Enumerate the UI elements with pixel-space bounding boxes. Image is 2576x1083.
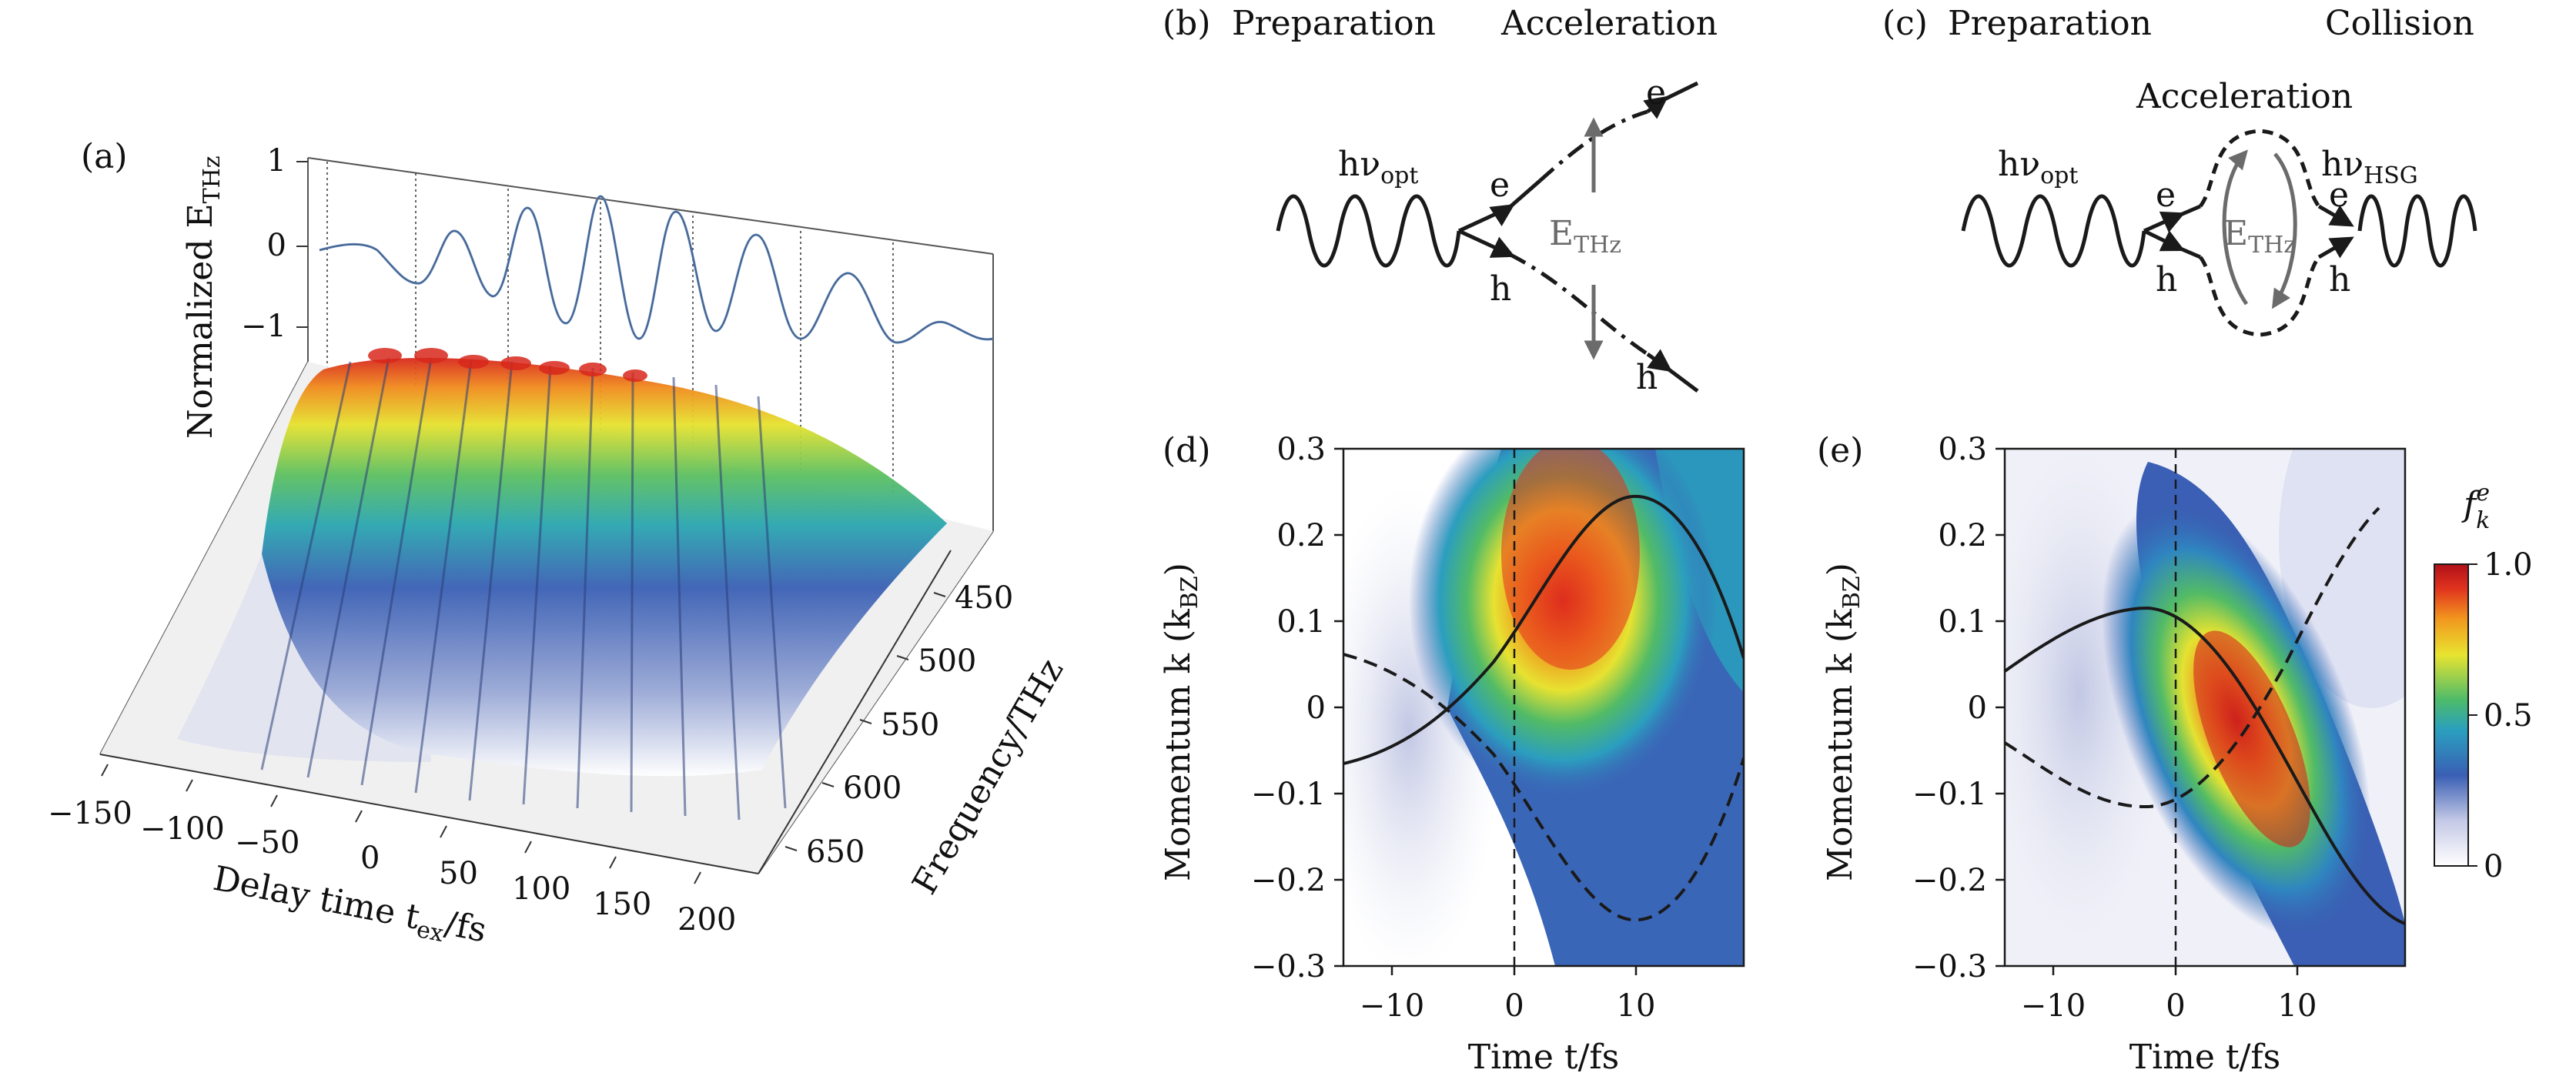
panel-c-title-collision: Collision <box>2325 4 2474 43</box>
panel-c-hole-label-end: h <box>2329 260 2350 299</box>
panel-c-photon-out-wave <box>2357 194 2477 268</box>
spectrogram-surface <box>177 348 947 821</box>
colorbar-gradient <box>2434 563 2469 867</box>
colorbar-tick-max: 1.0 <box>2484 547 2533 583</box>
colorbar-label: fe k <box>2461 480 2490 534</box>
panel-e-label: (e) <box>1817 431 1863 470</box>
panel-c-title-preparation: Preparation <box>1948 4 2152 43</box>
e-x-tick-0: −10 <box>2021 988 2086 1024</box>
delay-tick-3: 0 <box>360 841 380 876</box>
colorbar-tick-mid: 0.5 <box>2484 698 2533 734</box>
freq-tick-1: 500 <box>918 643 976 679</box>
e-axis-label: Normalized ETHz <box>181 155 226 439</box>
panel-b-electron-label: e <box>1490 165 1510 205</box>
panel-c-photon-in-wave <box>1961 194 2146 268</box>
e-y-tick-2: 0.1 <box>1938 604 1987 640</box>
freq-tick-3: 600 <box>843 770 902 806</box>
panel-b-title-preparation: Preparation <box>1232 4 1436 43</box>
e-tick-0: 0 <box>267 228 286 263</box>
e-y-tick-0: 0.3 <box>1938 432 1987 467</box>
panel-a-label: (a) <box>81 137 128 176</box>
d-x-axis-label: Time t/fs <box>1468 1038 1620 1077</box>
d-x-tick-1: 0 <box>1504 988 1524 1024</box>
panel-c-electron-label-end: e <box>2329 175 2349 215</box>
e-tick-1: 1 <box>267 143 286 179</box>
panel-c: (c) Preparation Collision Acceleration h… <box>1882 4 2477 337</box>
e-y-axis-label: Momentum k (kBZ) <box>1821 563 1865 881</box>
panel-c-label: (c) <box>1882 4 1928 43</box>
e-x-tick-1: 0 <box>2166 988 2185 1024</box>
e-tick-minus1: −1 <box>241 309 286 344</box>
panel-d-solid-curve <box>1343 494 1744 765</box>
delay-tick-7: 200 <box>677 902 736 938</box>
e-y-tick-5: −0.2 <box>1912 863 1987 898</box>
delay-tick-5: 100 <box>512 871 570 907</box>
d-x-tick-2: 10 <box>1617 988 1656 1024</box>
panel-b-hole-label: h <box>1490 269 1511 309</box>
e-x-axis-label: Time t/fs <box>2129 1038 2281 1077</box>
panel-d-heatmap <box>1343 449 1744 966</box>
panel-b-label: (b) <box>1163 4 1211 43</box>
panel-e-heatmap <box>2005 449 2405 966</box>
panel-e-y-axis: 0.3 0.2 0.1 0 −0.1 −0.2 −0.3 Momentum k … <box>1821 432 2005 984</box>
panel-d-y-axis: 0.3 0.2 0.1 0 −0.1 −0.2 −0.3 Momentum k … <box>1159 432 1343 984</box>
delay-tick-4: 50 <box>439 856 478 891</box>
panel-c-photon-out-label: hνHSG <box>2321 145 2418 189</box>
panel-c-title-acceleration: Acceleration <box>2136 77 2353 116</box>
freq-tick-4: 650 <box>806 834 865 870</box>
colorbar-tick-min: 0 <box>2484 849 2503 884</box>
panel-d-dashed-curve <box>1343 653 1744 922</box>
freq-axis-label: Frequency/THz <box>905 652 1071 901</box>
e-x-tick-2: 10 <box>2278 988 2317 1024</box>
panel-d: (d) 0.3 0.2 0. <box>1159 431 1745 1077</box>
panel-e: (e) 0.3 0.2 <box>1817 431 2407 1077</box>
panel-c-electron-label: e <box>2156 175 2176 215</box>
panel-b-title-acceleration: Acceleration <box>1500 4 1718 43</box>
panel-c-field-arc-left <box>2222 149 2249 306</box>
panel-d-x-axis: −10 0 10 Time t/fs <box>1360 966 1656 1077</box>
d-y-axis-label: Momentum k (kBZ) <box>1159 563 1203 881</box>
panel-b-electron-path <box>1457 179 1541 233</box>
d-y-tick-5: −0.2 <box>1251 863 1326 898</box>
panel-c-field-arc-right <box>2271 152 2297 309</box>
colorbar: 1.0 0.5 0 fe k <box>2434 480 2533 884</box>
panel-b-hole-path <box>1457 229 1516 258</box>
d-y-tick-6: −0.3 <box>1251 949 1326 984</box>
panel-b-electron-label-end: e <box>1646 73 1666 112</box>
panel-c-loop <box>2198 129 2321 337</box>
panel-c-field-label: ETHz <box>2223 214 2296 259</box>
e-y-tick-1: 0.2 <box>1938 518 1987 553</box>
panel-a-e-axis: 1 0 −1 Normalized ETHz <box>181 143 308 439</box>
d-y-tick-3: 0 <box>1306 690 1326 726</box>
e-y-tick-3: 0 <box>1968 690 1987 726</box>
panel-e-solid-curve <box>2005 606 2405 925</box>
panel-b: (b) Preparation Acceleration hνopt ETHz … <box>1163 4 1718 397</box>
panel-e-x-axis: −10 0 10 Time t/fs <box>2021 966 2317 1077</box>
panel-a: (a) 1 0 −1 Normalized ETHz <box>48 137 1071 950</box>
freq-tick-2: 550 <box>881 707 939 743</box>
d-y-tick-4: −0.1 <box>1251 777 1326 812</box>
panel-c-photon-in-label: hνopt <box>1998 145 2078 189</box>
panel-b-photon-label: hνopt <box>1338 145 1418 189</box>
d-x-tick-0: −10 <box>1360 988 1424 1024</box>
thz-field-trace <box>319 195 994 344</box>
freq-tick-0: 450 <box>955 580 1013 616</box>
d-y-tick-0: 0.3 <box>1276 432 1326 467</box>
delay-tick-6: 150 <box>593 887 651 922</box>
e-y-tick-4: −0.1 <box>1912 777 1987 812</box>
d-y-tick-1: 0.2 <box>1276 518 1326 553</box>
panel-b-photon-wave <box>1276 194 1461 268</box>
delay-tick-2: −50 <box>235 825 299 861</box>
d-y-tick-2: 0.1 <box>1276 604 1326 640</box>
e-y-tick-6: −0.3 <box>1912 949 1987 984</box>
panel-b-hole-label-end: h <box>1636 358 1658 397</box>
panel-c-hole-label: h <box>2156 260 2177 299</box>
panel-d-label: (d) <box>1163 431 1211 470</box>
delay-tick-1: −100 <box>140 811 225 847</box>
delay-tick-0: −150 <box>48 796 132 831</box>
panel-b-field-label: ETHz <box>1549 214 1621 259</box>
